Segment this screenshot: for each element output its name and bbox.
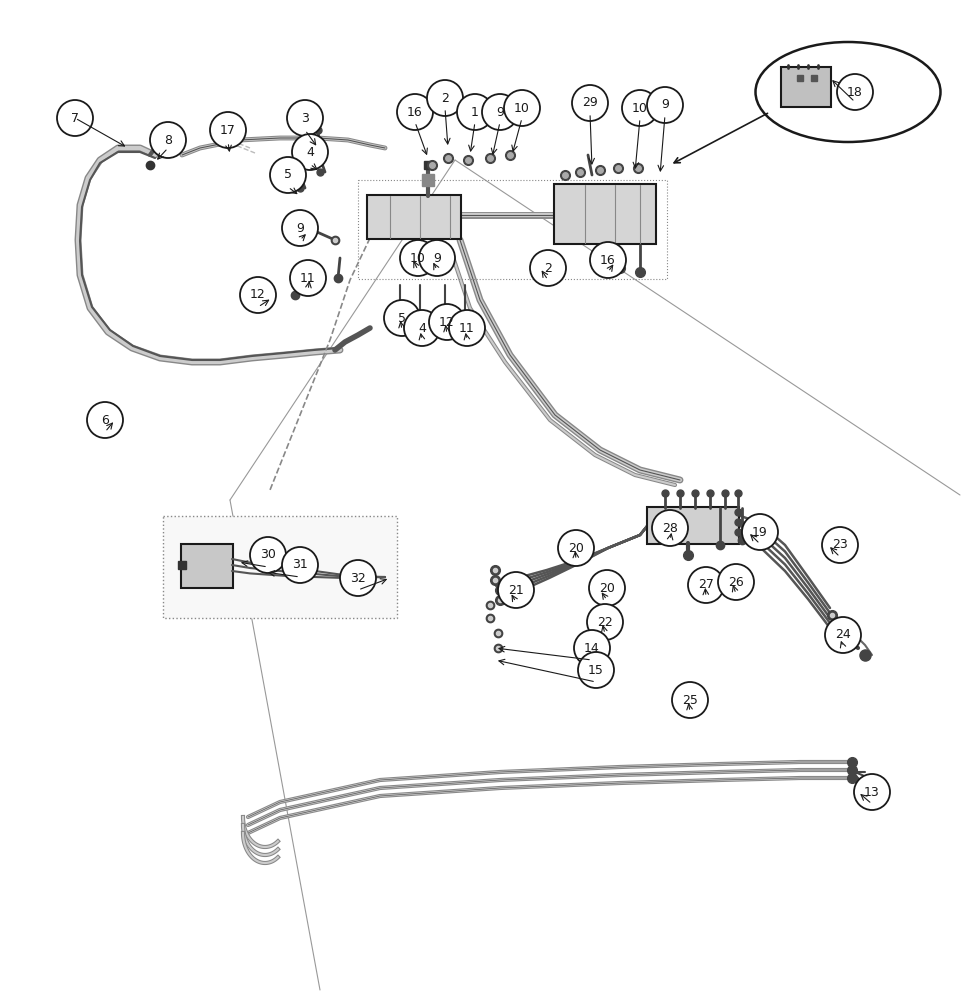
Text: 4: 4 bbox=[418, 322, 426, 334]
FancyBboxPatch shape bbox=[163, 516, 397, 618]
Text: 20: 20 bbox=[568, 542, 584, 554]
Text: 12: 12 bbox=[440, 316, 455, 328]
Text: 19: 19 bbox=[752, 526, 768, 538]
FancyBboxPatch shape bbox=[554, 184, 656, 244]
Circle shape bbox=[574, 630, 610, 666]
Circle shape bbox=[397, 94, 433, 130]
Circle shape bbox=[270, 157, 306, 193]
Text: 15: 15 bbox=[588, 664, 603, 676]
FancyBboxPatch shape bbox=[647, 507, 739, 544]
Circle shape bbox=[427, 80, 463, 116]
Circle shape bbox=[57, 100, 93, 136]
Circle shape bbox=[404, 310, 440, 346]
Text: 13: 13 bbox=[864, 786, 880, 798]
Text: 26: 26 bbox=[728, 576, 744, 588]
Text: 31: 31 bbox=[292, 558, 308, 572]
Text: 22: 22 bbox=[597, 615, 613, 629]
Circle shape bbox=[419, 240, 455, 276]
Circle shape bbox=[87, 402, 123, 438]
Circle shape bbox=[854, 774, 890, 810]
Circle shape bbox=[384, 300, 420, 336]
Text: 12: 12 bbox=[250, 288, 266, 302]
Text: 8: 8 bbox=[164, 133, 172, 146]
Text: 30: 30 bbox=[260, 548, 276, 562]
Circle shape bbox=[825, 617, 861, 653]
Circle shape bbox=[429, 304, 465, 340]
Circle shape bbox=[590, 242, 626, 278]
Circle shape bbox=[449, 310, 485, 346]
Text: 7: 7 bbox=[71, 111, 79, 124]
Circle shape bbox=[742, 514, 778, 550]
Circle shape bbox=[837, 74, 873, 110]
Text: 16: 16 bbox=[601, 253, 616, 266]
Circle shape bbox=[290, 260, 326, 296]
Circle shape bbox=[482, 94, 518, 130]
Circle shape bbox=[287, 100, 323, 136]
Circle shape bbox=[250, 537, 286, 573]
Text: 9: 9 bbox=[296, 222, 304, 234]
Circle shape bbox=[652, 510, 688, 546]
Text: 9: 9 bbox=[661, 99, 669, 111]
Text: 10: 10 bbox=[632, 102, 648, 114]
Circle shape bbox=[558, 530, 594, 566]
Circle shape bbox=[589, 570, 625, 606]
Circle shape bbox=[647, 87, 683, 123]
Circle shape bbox=[530, 250, 566, 286]
Text: 24: 24 bbox=[835, 629, 851, 642]
Text: 23: 23 bbox=[832, 538, 848, 552]
Text: 16: 16 bbox=[407, 105, 423, 118]
Circle shape bbox=[622, 90, 658, 126]
FancyBboxPatch shape bbox=[181, 544, 233, 588]
Text: 27: 27 bbox=[698, 578, 714, 591]
Text: 9: 9 bbox=[496, 105, 504, 118]
Text: 20: 20 bbox=[599, 582, 615, 594]
Circle shape bbox=[718, 564, 754, 600]
Text: 5: 5 bbox=[284, 168, 292, 182]
Circle shape bbox=[210, 112, 246, 148]
Circle shape bbox=[572, 85, 608, 121]
Text: 21: 21 bbox=[508, 584, 523, 596]
Circle shape bbox=[822, 527, 858, 563]
Text: 4: 4 bbox=[306, 145, 314, 158]
Text: 32: 32 bbox=[350, 572, 366, 584]
Circle shape bbox=[340, 560, 376, 596]
Text: 10: 10 bbox=[410, 251, 426, 264]
Text: 14: 14 bbox=[584, 642, 600, 654]
Ellipse shape bbox=[756, 42, 941, 142]
Text: 29: 29 bbox=[582, 97, 598, 109]
Circle shape bbox=[457, 94, 493, 130]
FancyBboxPatch shape bbox=[367, 195, 461, 239]
Text: 5: 5 bbox=[398, 312, 406, 324]
Circle shape bbox=[498, 572, 534, 608]
Circle shape bbox=[282, 210, 318, 246]
Circle shape bbox=[150, 122, 186, 158]
Circle shape bbox=[672, 682, 708, 718]
Text: 17: 17 bbox=[220, 123, 236, 136]
Text: 11: 11 bbox=[300, 271, 316, 284]
Text: 2: 2 bbox=[544, 261, 552, 274]
Text: 18: 18 bbox=[847, 86, 863, 99]
Circle shape bbox=[688, 567, 724, 603]
Circle shape bbox=[282, 547, 318, 583]
Text: 10: 10 bbox=[514, 102, 530, 114]
Circle shape bbox=[400, 240, 436, 276]
Circle shape bbox=[504, 90, 540, 126]
Circle shape bbox=[587, 604, 623, 640]
Text: 9: 9 bbox=[433, 251, 441, 264]
Text: 1: 1 bbox=[471, 105, 479, 118]
Circle shape bbox=[292, 134, 328, 170]
Text: 2: 2 bbox=[442, 92, 449, 104]
Text: 3: 3 bbox=[301, 111, 308, 124]
Text: 25: 25 bbox=[683, 694, 698, 706]
Text: 6: 6 bbox=[101, 414, 109, 426]
FancyBboxPatch shape bbox=[781, 67, 831, 107]
Circle shape bbox=[240, 277, 276, 313]
Text: 11: 11 bbox=[459, 322, 475, 334]
Text: 28: 28 bbox=[662, 522, 678, 534]
Circle shape bbox=[578, 652, 614, 688]
